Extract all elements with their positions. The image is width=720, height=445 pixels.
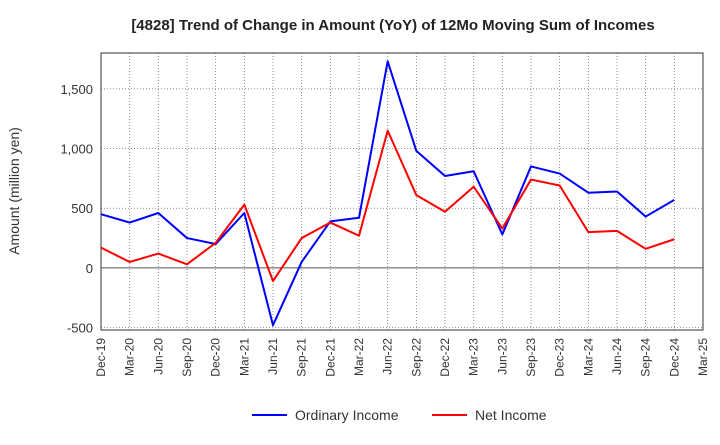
plot-frame [100, 52, 704, 331]
x-tick-label: Mar-23 [467, 338, 481, 376]
legend-label: Net Income [475, 407, 547, 423]
x-tick-label: Jun-23 [495, 338, 509, 375]
axes [100, 52, 704, 331]
x-tick-label: Sep-20 [180, 338, 194, 377]
x-tick-label: Jun-24 [610, 338, 624, 375]
y-tick-label: 500 [71, 201, 93, 216]
x-tick-label: Jun-20 [151, 338, 165, 375]
x-tick-label: Sep-22 [409, 338, 423, 377]
x-tick-label: Mar-20 [123, 338, 137, 376]
x-tick-label: Jun-22 [381, 338, 395, 375]
x-tick-label: Dec-21 [323, 338, 337, 377]
x-tick-label: Dec-24 [667, 338, 681, 377]
series-line-net-income [100, 129, 675, 283]
tick-labels: -500 0 500 1,000 1,500 Dec-19 Mar-20 Jun-20 Sep-… [60, 82, 710, 377]
x-tick-label: Mar-25 [696, 338, 710, 376]
x-tick-label: Sep-21 [295, 338, 309, 377]
x-tick-label: Jun-21 [266, 338, 280, 375]
x-tick-label: Dec-23 [553, 338, 567, 377]
y-tick-label: 1,000 [60, 142, 93, 157]
legend-label: Ordinary Income [295, 407, 399, 423]
x-tick-label: Dec-20 [209, 338, 223, 377]
y-tick-label: -500 [67, 321, 93, 336]
series-line-ordinary-income [100, 60, 675, 327]
x-tick-label: Dec-22 [438, 338, 452, 377]
y-tick-label: 0 [86, 261, 93, 276]
x-tick-label: Sep-24 [639, 338, 653, 377]
legend: Ordinary Income Net Income [252, 407, 547, 423]
series-lines [100, 60, 675, 327]
x-tick-label: Sep-23 [524, 338, 538, 377]
y-axis-label: Amount (million yen) [6, 127, 22, 255]
chart-title: [4828] Trend of Change in Amount (YoY) o… [131, 17, 654, 34]
x-tick-label: Mar-22 [352, 338, 366, 376]
x-tick-label: Mar-24 [581, 338, 595, 376]
y-tick-label: 1,500 [60, 82, 93, 97]
x-tick-label: Mar-21 [237, 338, 251, 376]
x-tick-label: Dec-19 [94, 338, 108, 377]
